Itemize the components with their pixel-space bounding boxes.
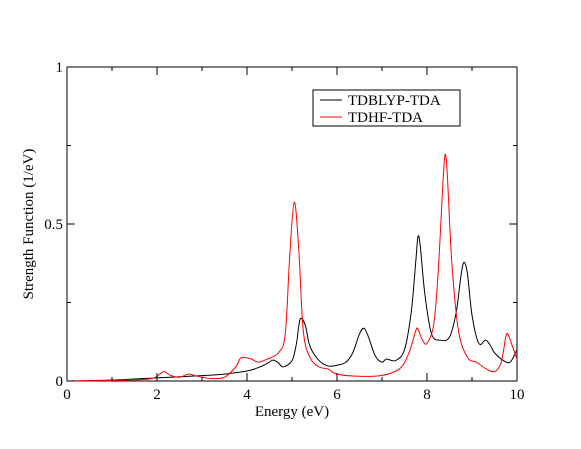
y-tick-label: 0.5 [44,217,63,233]
x-tick-label: 8 [423,387,431,403]
series-layer [66,153,518,382]
y-axis-label: Strength Function (1/eV) [21,149,37,300]
legend-label-tdhf: TDHF-TDA [348,110,423,126]
legend-label-tdblyp: TDBLYP-TDA [348,93,441,109]
x-tick-label: 2 [153,387,161,403]
axes-layer: 0 2 4 6 8 10 0 0.5 1 [44,60,524,403]
x-tick-label: 0 [63,387,71,403]
legend: TDBLYP-TDA TDHF-TDA [312,89,461,127]
x-tick-label: 10 [510,387,525,403]
series-line-tdhf-tda [66,153,518,382]
x-tick-label: 6 [333,387,341,403]
legend-box [312,89,461,127]
series-line-tdblyp-tda [66,235,518,382]
x-axis-label: Energy (eV) [255,404,329,420]
y-tick-label: 1 [56,60,64,76]
y-tick-label: 0 [56,374,64,390]
x-tick-label: 4 [243,387,251,403]
